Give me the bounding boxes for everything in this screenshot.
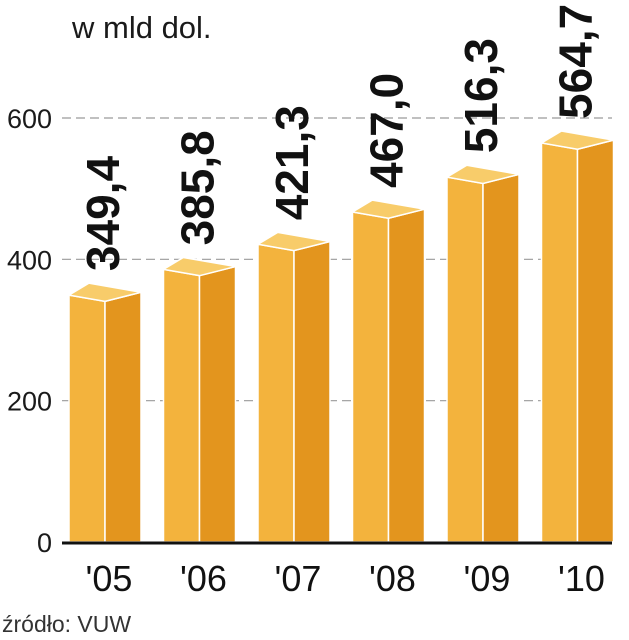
bar	[66, 282, 142, 543]
unit-label: w mld dol.	[71, 10, 212, 45]
data-label: 564,7	[550, 4, 602, 119]
bar	[444, 164, 520, 543]
x-tick-label: '09	[464, 558, 511, 599]
bar-front-face	[540, 142, 579, 543]
bar-front-face	[351, 211, 390, 543]
data-label: 516,3	[455, 38, 507, 153]
bar-front-face	[162, 268, 201, 543]
bar-side-face	[104, 291, 142, 543]
data-label: 349,4	[77, 156, 129, 272]
bar-side-face	[293, 240, 331, 543]
gridlines	[62, 117, 612, 402]
data-label: 421,3	[266, 105, 318, 220]
bar-front-face	[446, 176, 484, 543]
bar	[350, 199, 426, 543]
bar	[539, 130, 615, 543]
x-tick-label: '07	[275, 558, 322, 599]
bar-side-face	[576, 139, 615, 543]
bar-front-face	[68, 294, 106, 543]
bar-front-face	[257, 243, 295, 543]
bar-top-face	[350, 199, 425, 220]
x-tick-label: '06	[180, 558, 227, 599]
bar-top-face	[66, 282, 142, 303]
y-tick-label: 400	[7, 245, 52, 275]
data-label: 467,0	[361, 73, 413, 188]
data-label: 385,8	[172, 130, 224, 245]
x-tick-label: '10	[558, 558, 605, 599]
bar-side-face	[387, 208, 426, 543]
y-tick-label: 0	[37, 528, 52, 558]
bar-top-face	[255, 231, 331, 252]
x-tick-label: '08	[369, 558, 416, 599]
y-tick-label: 200	[7, 387, 52, 417]
x-axis-ticks: '05 '06 '07 '08 '09 '10	[86, 558, 605, 599]
bar-side-face	[482, 173, 520, 543]
bar-top-face	[539, 130, 614, 151]
bar	[161, 256, 237, 543]
y-axis-ticks: 0 200 400 600	[7, 104, 52, 558]
bars	[66, 130, 615, 543]
bar-top-face	[161, 256, 236, 277]
y-tick-label: 600	[7, 104, 52, 134]
bar-side-face	[198, 265, 237, 543]
x-tick-label: '05	[86, 558, 133, 599]
bar-top-face	[444, 164, 520, 185]
value-labels: 349,4 385,8 421,3 467,0 516,3 564,7	[77, 4, 602, 271]
bar	[255, 231, 331, 543]
source-note: źródło: VUW	[2, 611, 131, 637]
